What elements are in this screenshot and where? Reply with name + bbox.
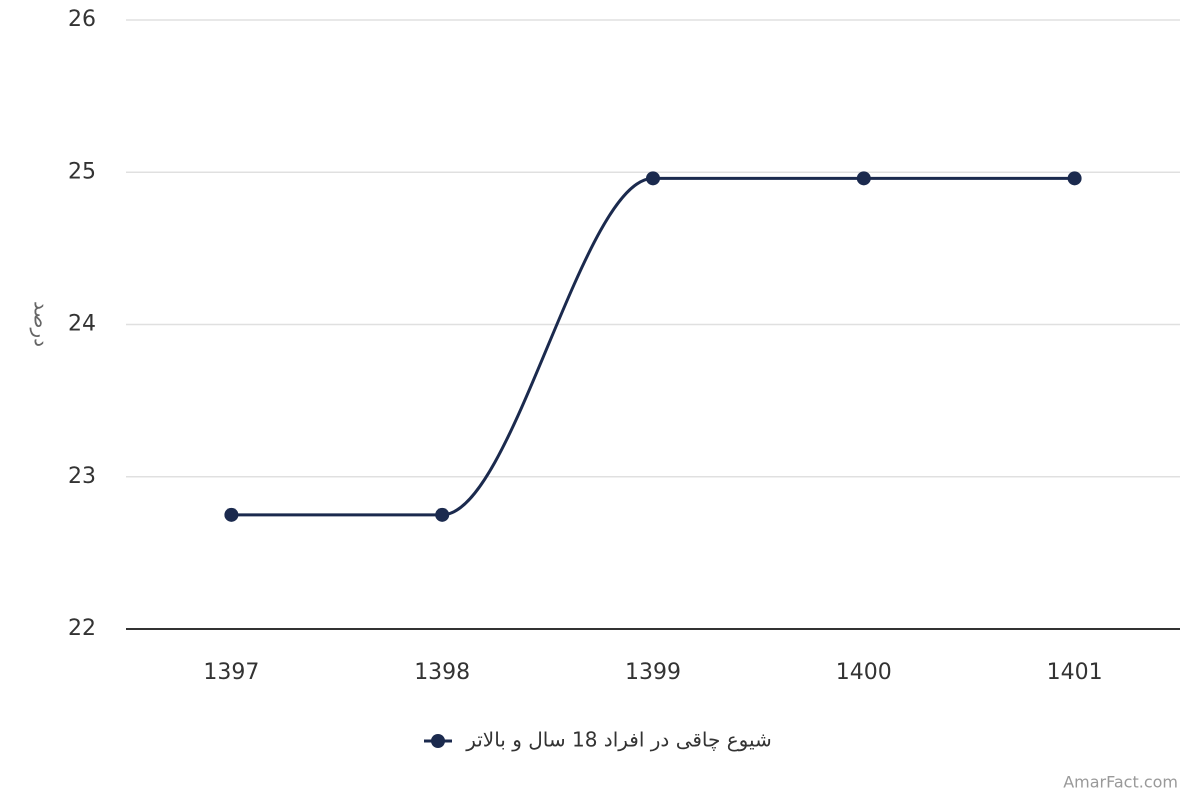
point [856, 171, 871, 186]
point [646, 171, 660, 186]
line [231, 176, 1075, 517]
y-tick-label: 25 [68, 159, 96, 184]
x-tick-label: 1401 [1047, 660, 1103, 685]
y-tick-label: 24 [68, 312, 96, 337]
y-tick-label: 23 [68, 464, 96, 489]
point [435, 507, 450, 522]
x-tick-label: 1400 [836, 660, 892, 685]
x-tick-label: 1399 [625, 660, 681, 685]
legend-label: شیوع چاقی در افراد 18 سال و بالاتر [465, 728, 772, 752]
y-tick-label: 22 [68, 616, 96, 641]
legend-marker [431, 734, 445, 748]
y-tick-label: 26 [68, 7, 96, 32]
x-tick-label: 1397 [203, 660, 259, 685]
x-tick-label: 1398 [414, 660, 470, 685]
point [224, 507, 239, 522]
y-axis-label: درصد [30, 301, 54, 347]
credit: AmarFact.com [1063, 773, 1178, 792]
point [1067, 171, 1082, 186]
